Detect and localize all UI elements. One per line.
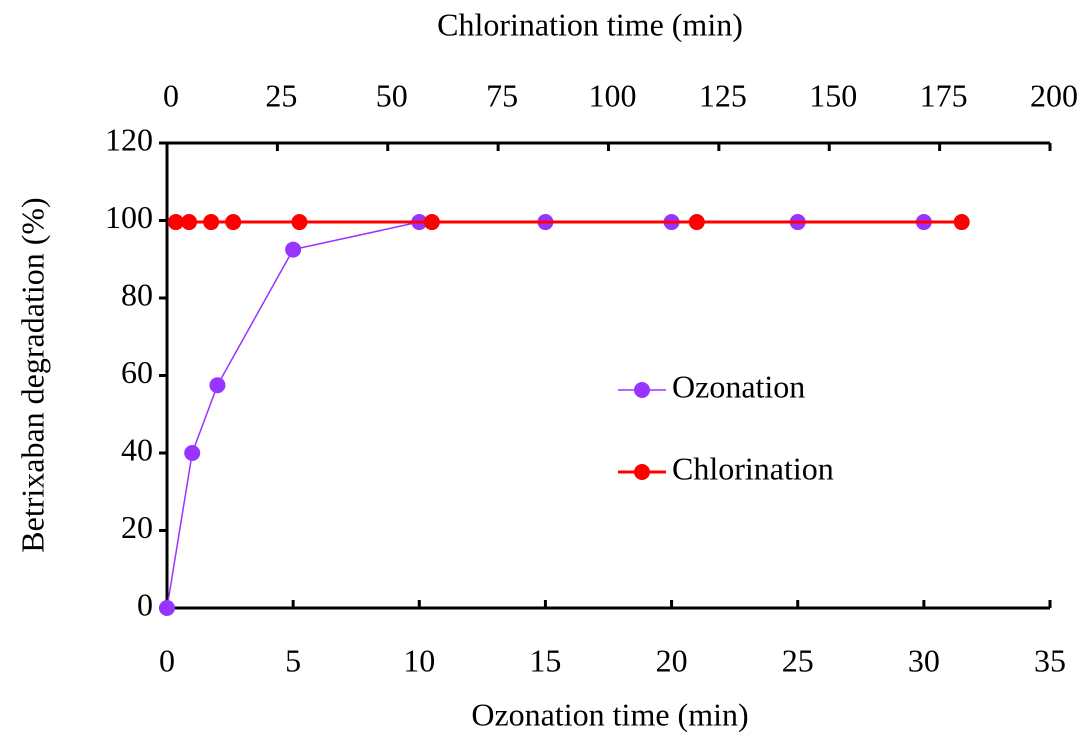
x2-tick-label: 200 <box>1030 77 1078 113</box>
data-point <box>167 214 184 231</box>
data-point <box>953 214 970 231</box>
legend-label: Chlorination <box>672 450 834 486</box>
x2-tick-label: 25 <box>265 77 297 113</box>
y-tick-label: 120 <box>105 121 153 157</box>
x-axis-title: Ozonation time (min) <box>471 696 748 732</box>
x-tick-label: 10 <box>403 642 435 678</box>
data-point <box>291 214 308 231</box>
y-tick-label: 20 <box>121 509 153 545</box>
x2-tick-label: 175 <box>920 77 968 113</box>
y-tick-label: 0 <box>137 586 153 622</box>
x2-tick-label: 150 <box>809 77 857 113</box>
data-point <box>423 214 440 231</box>
x-tick-label: 0 <box>159 642 175 678</box>
x-tick-label: 25 <box>782 642 814 678</box>
x2-axis-title: Chlorination time (min) <box>437 6 743 42</box>
y-tick-label: 40 <box>121 431 153 467</box>
data-point <box>184 445 201 461</box>
legend-label: Ozonation <box>672 368 805 404</box>
y-tick-label: 60 <box>121 354 153 390</box>
data-point <box>285 241 302 258</box>
x2-tick-label: 75 <box>486 77 518 113</box>
x-tick-label: 15 <box>529 642 561 678</box>
data-point <box>203 214 220 231</box>
data-point <box>181 214 198 231</box>
x2-tick-label: 125 <box>699 77 747 113</box>
legend-marker <box>634 464 650 480</box>
x2-tick-label: 100 <box>589 77 637 113</box>
data-point <box>209 377 226 394</box>
y-tick-label: 100 <box>105 199 153 235</box>
x-tick-label: 35 <box>1034 642 1066 678</box>
x2-tick-label: 0 <box>163 77 179 113</box>
series-line <box>166 221 924 609</box>
data-point <box>159 600 175 616</box>
x-tick-label: 20 <box>656 642 688 678</box>
legend-marker <box>634 382 650 398</box>
data-point <box>225 214 242 231</box>
y-tick-label: 80 <box>121 276 153 312</box>
data-point <box>688 214 705 231</box>
y-axis-title: Betrixaban degradation (%) <box>14 197 50 552</box>
x-tick-label: 30 <box>908 642 940 678</box>
x2-tick-label: 50 <box>376 77 408 113</box>
x-tick-label: 5 <box>285 642 301 678</box>
